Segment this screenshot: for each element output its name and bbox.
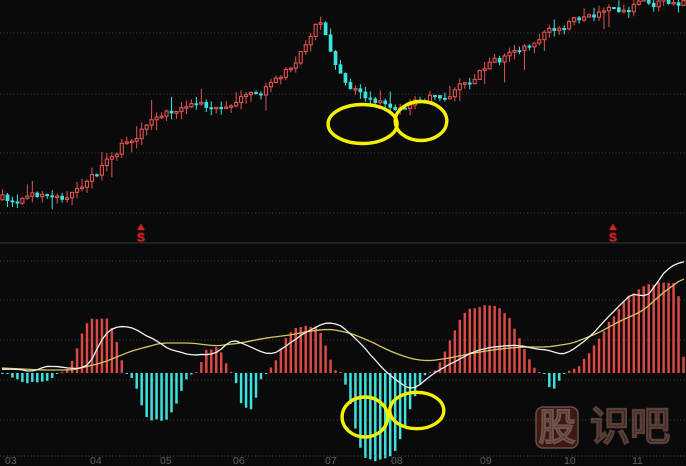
svg-text:04: 04 xyxy=(90,455,102,466)
svg-text:05: 05 xyxy=(160,455,172,466)
svg-text:S: S xyxy=(137,231,145,245)
svg-text:06: 06 xyxy=(233,455,245,466)
svg-text:08: 08 xyxy=(391,455,403,466)
svg-text:10: 10 xyxy=(564,455,576,466)
svg-text:股: 股 xyxy=(539,407,576,448)
svg-text:09: 09 xyxy=(480,455,492,466)
svg-text:11: 11 xyxy=(632,455,643,466)
svg-text:03: 03 xyxy=(5,455,17,466)
svg-text:识吧: 识吧 xyxy=(590,405,670,449)
svg-text:S: S xyxy=(609,231,617,245)
svg-text:07: 07 xyxy=(325,455,337,466)
